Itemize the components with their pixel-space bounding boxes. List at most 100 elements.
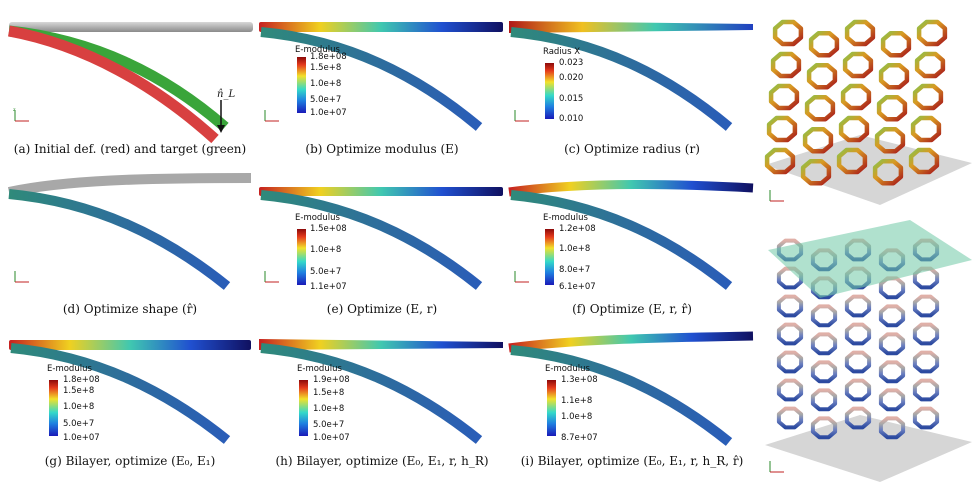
colorbar-tick: 1.0e+8 [561,412,593,422]
lattice-cell [810,416,838,440]
lattice-cell [776,322,804,346]
axes-triad-icon [769,461,784,473]
colorbar-tick: 1.5e+8 [310,63,342,73]
lattice-cell [878,62,910,90]
lattice-cell [872,158,904,186]
lattice-cell [772,19,804,47]
lattice-cell [810,332,838,356]
lattice-cell [878,416,906,440]
lattice-cell [912,322,940,346]
lattice-cell [874,126,906,154]
colorbar-gradient [545,63,554,119]
lattice-cell [878,276,906,300]
beam-plot-c [509,21,753,131]
lattice-cell [810,304,838,328]
panel-a: n̂_L z (a) Initial def. (red) and target… [5,15,255,175]
modulus-beam [508,180,754,197]
caption-h: (h) Bilayer, optimize (E₀, E₁, r, h_R) [275,454,489,468]
lattice-cell [800,158,832,186]
lattice-cell [770,51,802,79]
caption-b: (b) Optimize modulus (E) [305,142,459,156]
lattice-cell [840,83,872,111]
lattice-cell [764,147,796,175]
lattice-cell [844,350,872,374]
panel-f: E-modulus 1.2e+08 1.0e+8 8.0e+7 6.1e+07 … [507,170,757,330]
colorbar-tick: 1.0e+8 [63,402,95,412]
lattice-cell [878,388,906,412]
lattice-cell [912,83,944,111]
lattice-cell [844,294,872,318]
colorbar-tick: 1.9e+08 [313,375,350,385]
colorbar-gradient [547,380,556,436]
colorbar-tick: 6.1e+07 [559,282,596,292]
colorbar-title: E-modulus [295,213,340,223]
beam-plot-g [9,340,251,444]
lattice-cell [804,94,836,122]
colorbar-gradient [297,229,306,285]
lattice-cell [768,83,800,111]
colorbar-tick: 1.0e+8 [310,79,342,89]
target-beam-green [8,25,229,132]
colorbar-tick: 8.7e+07 [561,433,598,443]
lattice-cell [908,147,940,175]
colorbar-tick: 5.0e+7 [310,95,342,105]
panel-c: Radius X 0.023 0.020 0.015 0.010 (c) Opt… [507,15,757,175]
shape-beam [7,173,252,197]
colorbar-tick: 1.5e+08 [310,224,347,234]
lattice-cell [766,115,798,143]
deformed-beam [510,190,733,290]
colorbar-tick: 5.0e+7 [310,267,342,277]
panel-d: (d) Optimize shape (r̂) [5,170,255,330]
beam-plot-i [508,331,754,446]
axes-triad-icon [14,271,29,283]
colorbar-gradient [49,380,58,436]
colorbar-tick: 1.8e+08 [63,375,100,385]
lattice-cell [878,332,906,356]
colorbar-title: E-modulus [295,45,340,55]
lattice-cell [838,115,870,143]
axes-triad-icon [514,271,529,283]
radius-beam [509,21,753,33]
lattice-cell [810,388,838,412]
lattice-cell [776,350,804,374]
panel-e: E-modulus 1.5e+08 1.0e+8 5.0e+7 1.1e+07 … [257,170,507,330]
colorbar-gradient [297,57,306,113]
lattice-cell [844,322,872,346]
colorbar-tick: 0.020 [559,73,584,83]
lattice-cell [844,378,872,402]
colorbar-tick: 1.1e+8 [561,396,593,406]
deformed-beam [260,190,483,290]
colorbar-tick: 1.0e+8 [559,244,591,254]
panel-h: E-modulus 1.9e+08 1.5e+8 1.0e+8 5.0e+7 1… [257,330,507,490]
caption-d: (d) Optimize shape (r̂) [62,302,198,316]
caption-a: (a) Initial def. (red) and target (green… [13,142,247,156]
axes-triad-icon [769,190,784,202]
deformed-beam [510,345,733,446]
lattice-cell [912,350,940,374]
ground-plane [765,415,972,482]
colorbar-tick: 1.8e+08 [310,52,347,62]
caption-e: (e) Optimize (E, r) [326,302,438,316]
bilayer-beam [508,331,754,353]
lattice-cell [808,30,840,58]
lattice-cell [880,30,912,58]
beam-plot-b [259,22,503,131]
lattice-cell [842,51,874,79]
deformed-beam [260,343,483,444]
colorbar-title: E-modulus [297,364,342,374]
colorbar-tick: 1.0e+07 [313,433,350,443]
modulus-beam [259,22,503,32]
load-plane [768,220,972,298]
lattice-cell [776,378,804,402]
colorbar-tick: 1.5e+8 [63,386,95,396]
deformed-beam [8,189,231,290]
lattice-cell [806,62,838,90]
panel-i: E-modulus 1.3e+08 1.1e+8 1.0e+8 8.7e+07 … [507,330,757,490]
lattice-cell [876,94,908,122]
colorbar-title: E-modulus [543,213,588,223]
lattice-cell [802,126,834,154]
lattice-cell [910,115,942,143]
colorbar-tick: 0.010 [559,114,584,124]
lattice-cell [776,294,804,318]
lattice-cell [916,19,948,47]
